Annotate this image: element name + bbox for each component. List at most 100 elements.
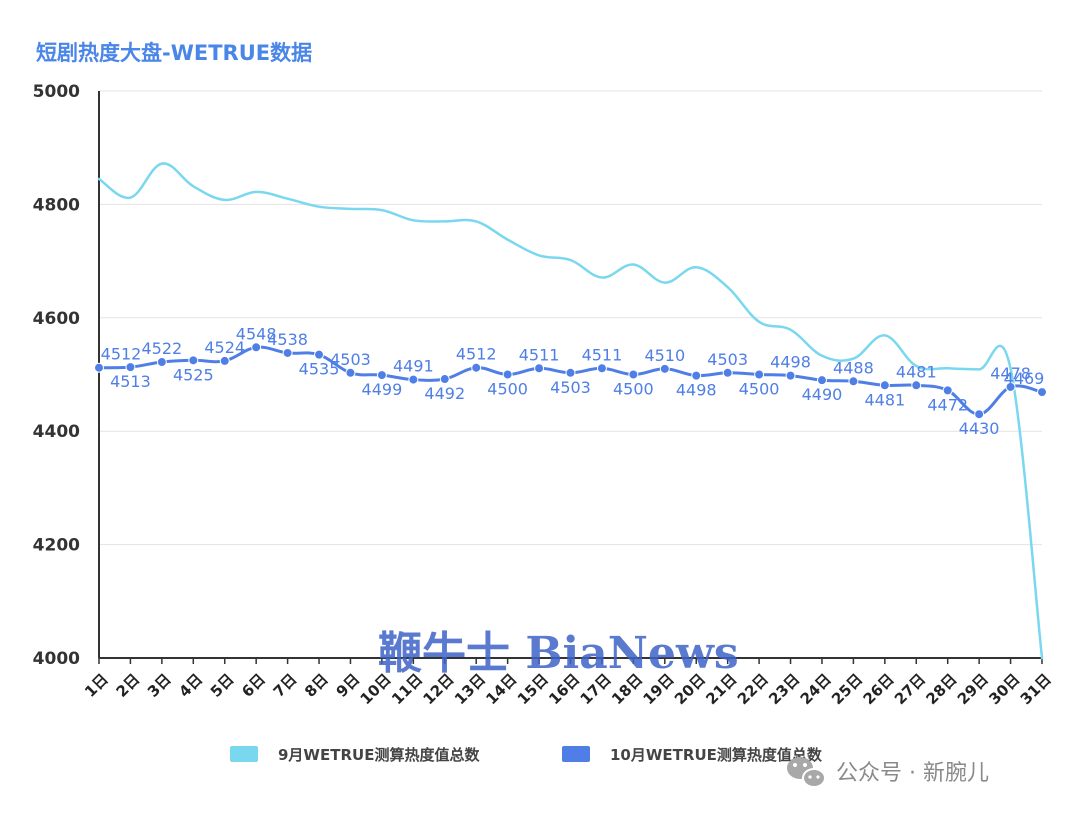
data-point [534,363,545,374]
data-point [565,367,576,378]
data-label: 4472 [927,395,968,414]
x-tick-label: 30日 [985,670,1023,708]
x-tick-label: 25日 [828,670,866,708]
x-tick-label: 24日 [797,670,835,708]
data-point [722,367,733,378]
data-label: 4481 [864,390,905,409]
data-point [596,363,607,374]
legend-label-sep: 9月WETRUE测算热度值总数 [278,746,480,764]
data-label: 4498 [770,353,811,372]
x-tick-label: 26日 [860,670,898,708]
data-label: 4548 [236,324,277,343]
data-label: 4490 [802,385,843,404]
data-label: 4511 [582,345,623,364]
data-label: 4488 [833,358,874,377]
x-tick-label: 7日 [270,670,301,701]
data-point [1005,381,1016,392]
data-label: 4503 [707,350,748,369]
data-point [974,409,985,420]
data-label: 4512 [101,345,142,364]
data-point [628,369,639,380]
data-label: 4498 [676,381,717,400]
y-tick-label-5000: 5000 [33,82,80,102]
y-tick-label-4800: 4800 [33,195,80,215]
legend: 9月WETRUE测算热度值总数 10月WETRUE测算热度值总数 [230,746,823,764]
x-tick-label: 2日 [113,670,144,701]
data-label: 4512 [456,345,497,364]
data-label: 4500 [739,380,780,399]
y-tick-label-4400: 4400 [33,422,80,442]
y-tick-label-4600: 4600 [33,309,80,329]
data-point [314,349,325,360]
data-point [691,370,702,381]
data-point [156,357,167,368]
data-label: 4469 [1004,369,1045,388]
x-tick-label: 6日 [238,670,269,701]
x-tick-label: 29日 [954,670,992,708]
legend-swatch-oct [562,746,590,762]
legend-label-oct: 10月WETRUE测算热度值总数 [610,746,823,764]
y-tick-label-4000: 4000 [33,649,80,669]
data-point [439,374,450,385]
legend-item-sep[interactable]: 9月WETRUE测算热度值总数 [230,746,480,764]
x-tick-label: 4日 [175,670,206,701]
legend-item-oct[interactable]: 10月WETRUE测算热度值总数 [562,746,823,764]
data-point [251,342,262,353]
y-tick-label-4200: 4200 [33,536,80,556]
data-label: 4499 [362,380,403,399]
watermark: 鞭牛士 BiaNews [378,628,739,679]
series-line-0 [97,162,1044,660]
data-label: 4538 [267,330,308,349]
legend-swatch-sep [230,746,258,762]
footer-text: 公众号 · 新腕儿 [836,761,989,786]
chart-title: 短剧热度大盘-WETRUE数据 [36,41,312,65]
data-point [125,362,136,373]
x-tick-label: 27日 [891,670,929,708]
data-point [1037,387,1047,398]
data-label: 4503 [550,378,591,397]
data-label: 4481 [896,362,937,381]
data-label: 4503 [330,350,371,369]
data-label: 4500 [487,380,528,399]
x-tick-label: 28日 [922,670,960,708]
footer: 公众号 · 新腕儿 [787,757,989,788]
data-point [408,374,419,385]
series-1: 4512451345224525452445484538453545034499… [94,324,1047,438]
x-tick-label: 1日 [81,670,112,701]
data-label: 4478 [990,364,1031,383]
x-tick-label: 5日 [207,670,238,701]
x-tick-label: 8日 [301,670,332,701]
data-label: 4511 [519,345,560,364]
gridlines [99,90,1042,546]
wechat-icon [787,757,826,788]
data-label: 4513 [110,372,151,391]
data-point [816,375,827,386]
data-point [471,362,482,373]
data-point [345,367,356,378]
watermark-text: 鞭牛士 BiaNews [378,628,739,679]
data-label: 4535 [299,360,340,379]
data-point [754,369,765,380]
data-point [188,355,199,366]
data-point [942,385,953,396]
data-label: 4510 [644,346,685,365]
data-point [219,355,230,366]
data-label: 4524 [204,338,245,357]
data-label: 4430 [959,419,1000,438]
data-point [659,363,670,374]
data-point [785,370,796,381]
series-lines: 4512451345224525452445484538453545034499… [94,162,1047,660]
data-point [94,362,104,373]
data-point [282,347,293,358]
data-point [879,380,890,391]
x-tick-label: 23日 [765,670,803,708]
data-label: 4522 [142,339,183,358]
data-point [502,369,513,380]
y-axis-ticks: 4000 4200 4400 4600 4800 5000 [33,82,80,669]
data-label: 4491 [393,357,434,376]
x-tick-label: 3日 [144,670,175,701]
data-label: 4492 [424,384,465,403]
data-point [848,376,859,387]
data-point [376,370,387,381]
